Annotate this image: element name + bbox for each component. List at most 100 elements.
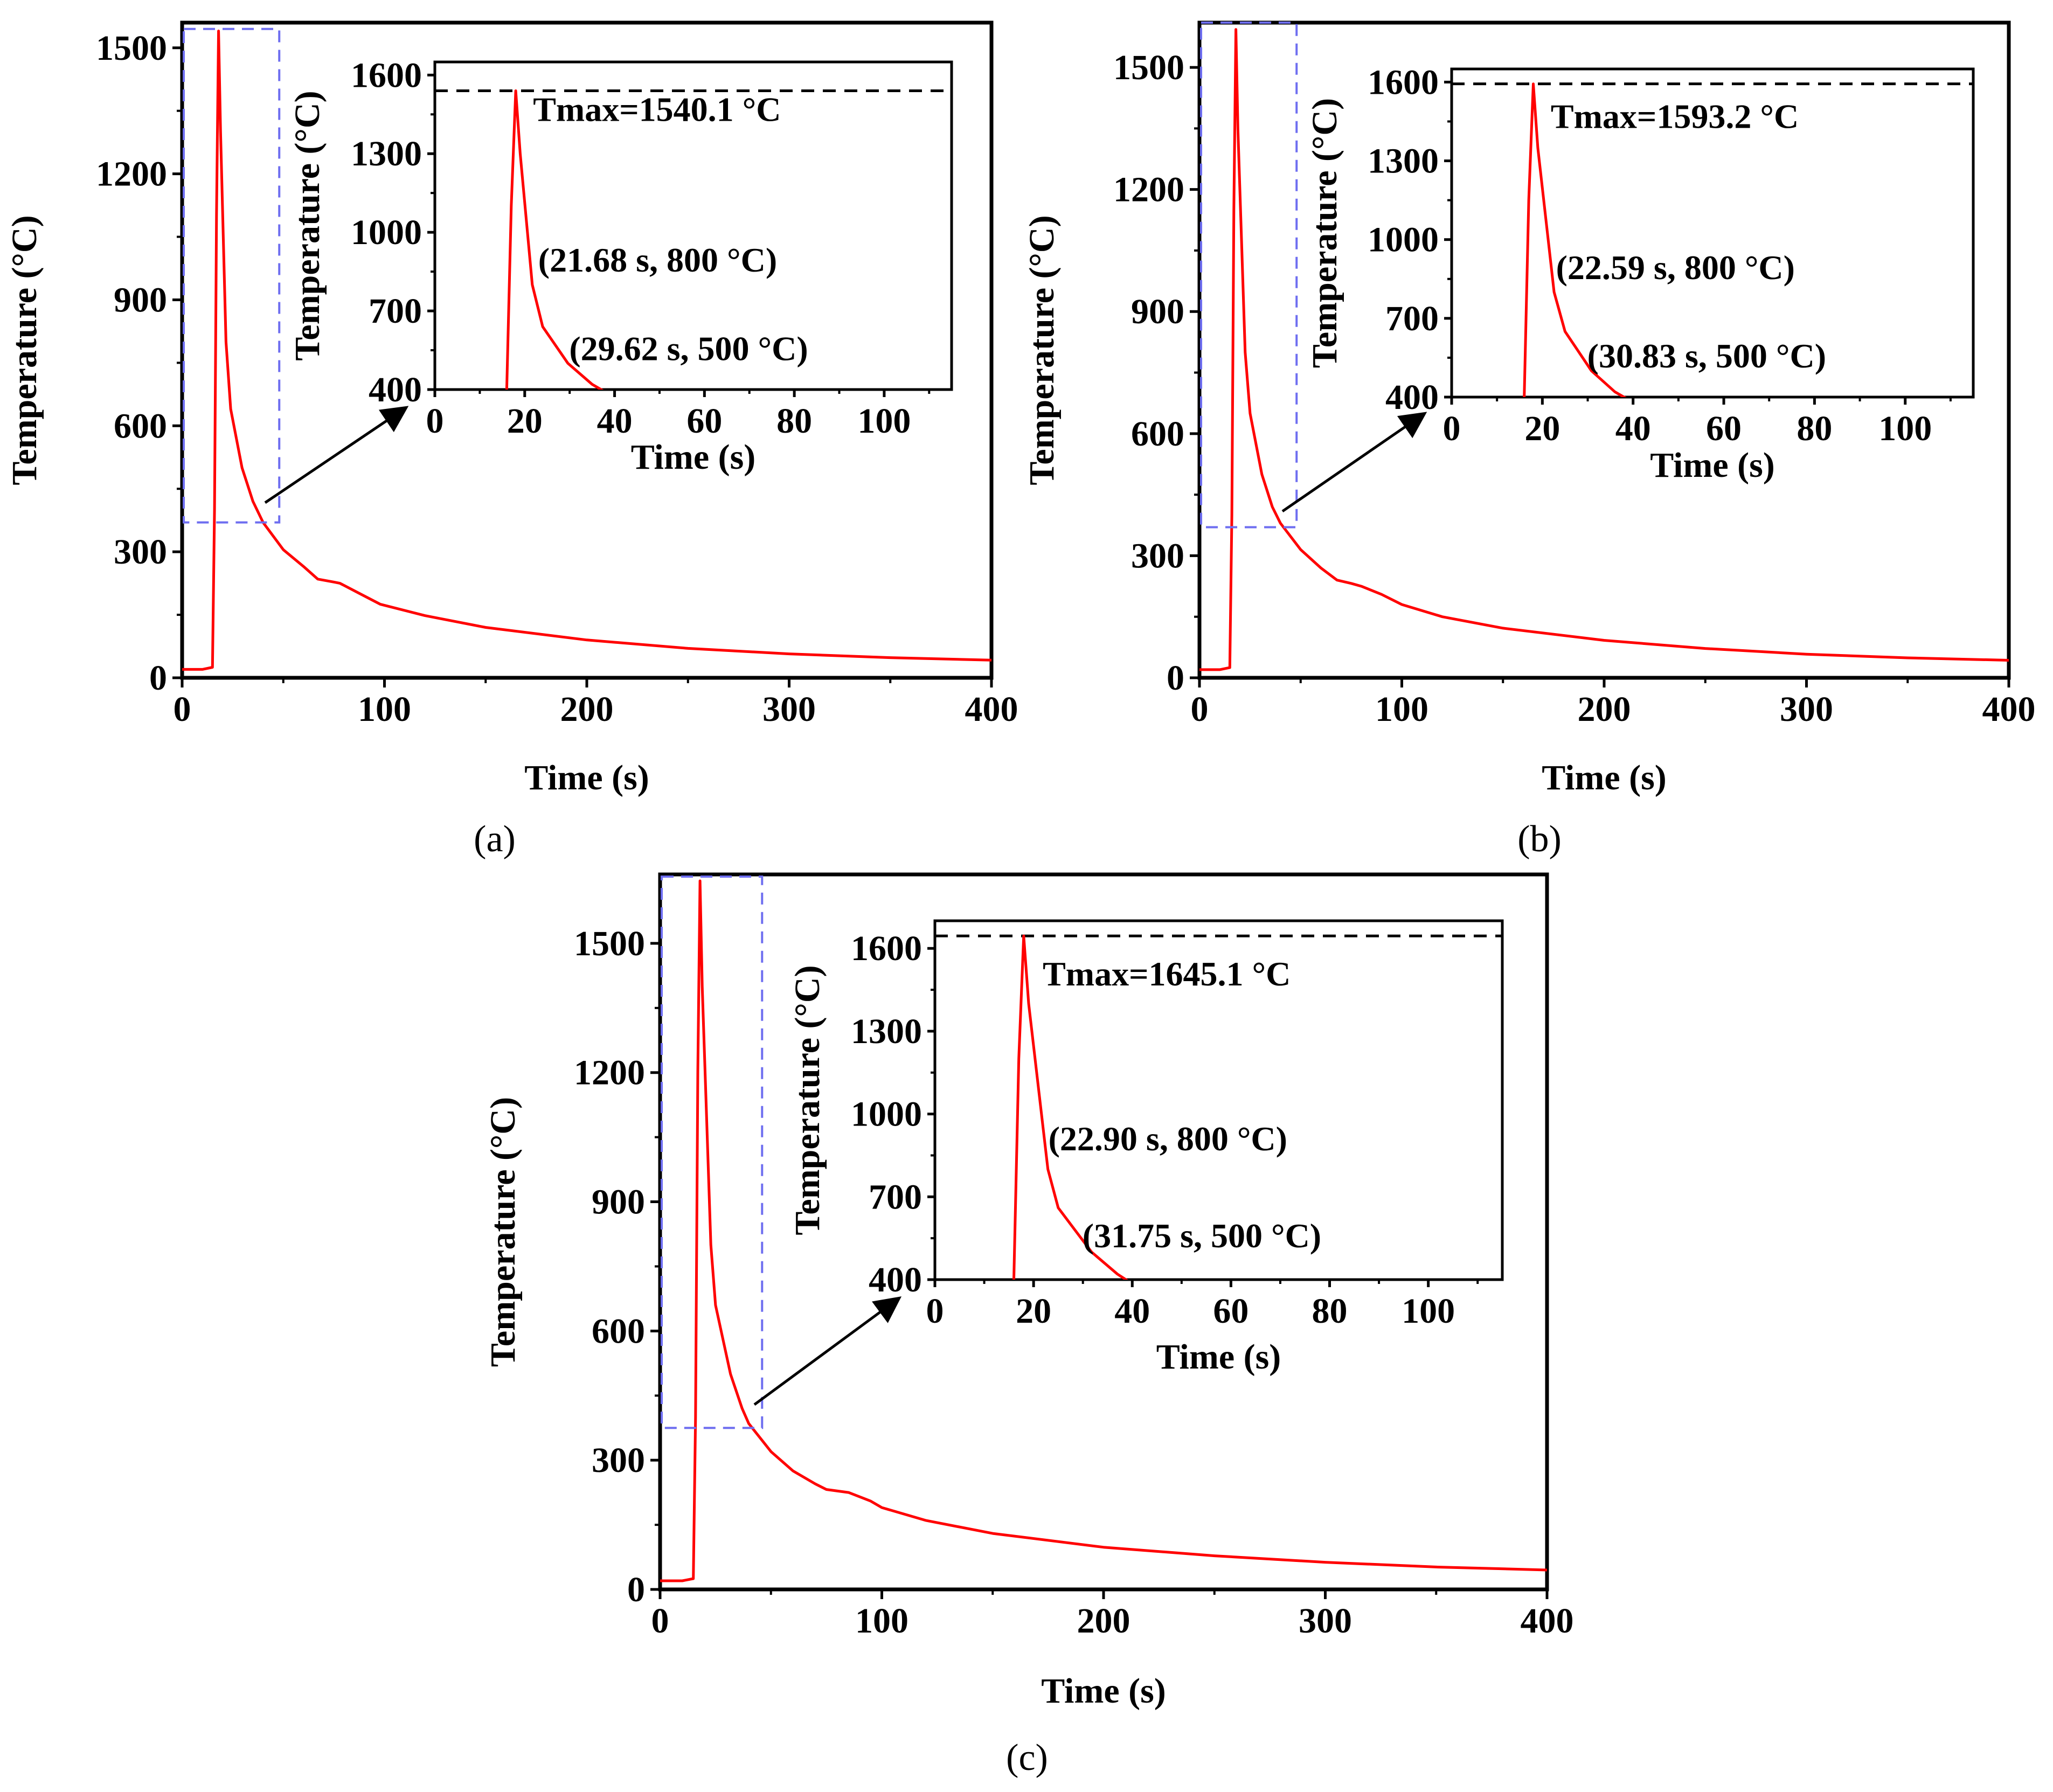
main-xtick-label: 0 xyxy=(651,1601,669,1641)
inset-xtick-label: 40 xyxy=(597,401,633,441)
inset-ytick-label: 1300 xyxy=(351,134,422,173)
inset-xtick-label: 0 xyxy=(926,1291,944,1331)
main-ytick-label: 0 xyxy=(1167,658,1184,698)
main-xtick-label: 200 xyxy=(1578,690,1631,729)
annotation-800: (21.68 s, 800 °C) xyxy=(538,241,777,279)
inset-ytick-label: 1600 xyxy=(851,929,922,968)
main-ytick-label: 900 xyxy=(592,1183,645,1222)
annotation-800: (22.90 s, 800 °C) xyxy=(1049,1120,1287,1158)
zoom-box xyxy=(661,875,764,1429)
inset-xtick-label: 100 xyxy=(857,401,911,441)
inset-ytick-label: 400 xyxy=(1385,378,1439,417)
inset-frame xyxy=(433,60,953,391)
main-ytick-label: 600 xyxy=(1131,414,1184,454)
zoom-arrow xyxy=(264,406,409,504)
inset: 0 20 40 60 80 100 400 700 1000 1300 1600 Tmax=1593.… xyxy=(1305,62,1975,485)
inset-xlabel: Time (s) xyxy=(1156,1337,1281,1377)
annotation-800: (22.59 s, 800 °C) xyxy=(1556,248,1795,287)
inset-xtick-label: 100 xyxy=(1878,409,1932,448)
main-ylabel: Temperature (°C) xyxy=(5,215,44,485)
inset-xtick-label: 100 xyxy=(1402,1291,1455,1331)
inset-ytick-label: 400 xyxy=(869,1260,922,1300)
main-ytick-label: 1200 xyxy=(1113,170,1184,210)
inset-xtick-label: 0 xyxy=(426,401,444,441)
zoom-box xyxy=(1200,22,1298,529)
main-xtick-label: 100 xyxy=(855,1601,908,1641)
main-xtick-label: 400 xyxy=(1982,690,2036,729)
main-ytick-label: 300 xyxy=(1131,536,1184,575)
inset-ytick-label: 1000 xyxy=(351,213,422,252)
inset-xtick-label: 40 xyxy=(1615,409,1651,448)
inset-xtick-label: 80 xyxy=(1312,1291,1348,1331)
main-ytick-label: 1500 xyxy=(574,924,645,963)
main-ytick-label: 1500 xyxy=(1113,48,1184,87)
main-xtick-label: 200 xyxy=(1077,1601,1130,1641)
tmax-annotation: Tmax=1540.1 °C xyxy=(533,90,781,128)
main-ytick-label: 900 xyxy=(1131,292,1184,331)
zoom-arrow xyxy=(753,1296,902,1406)
annotation-500: (30.83 s, 500 °C) xyxy=(1587,337,1826,375)
inset-ytick-label: 1000 xyxy=(1368,220,1439,260)
panel-caption: (b) xyxy=(1517,818,1562,860)
main-xtick-label: 100 xyxy=(358,690,411,729)
panel-caption: (c) xyxy=(1006,1737,1048,1779)
main-ytick-label: 300 xyxy=(592,1441,645,1480)
inset-series-line xyxy=(505,89,604,390)
main-ylabel: Temperature (°C) xyxy=(483,1097,523,1367)
inset-xtick-label: 0 xyxy=(1443,409,1461,448)
inset-ytick-label: 1300 xyxy=(851,1012,922,1051)
main-ytick-label: 1500 xyxy=(96,29,167,68)
inset-ylabel: Temperature (°C) xyxy=(288,91,327,360)
inset-ytick-label: 700 xyxy=(869,1177,922,1217)
main-xtick-label: 0 xyxy=(1191,690,1209,729)
inset-xtick-label: 20 xyxy=(1016,1291,1051,1331)
inset-ytick-label: 700 xyxy=(1385,299,1439,338)
main-ytick-label: 600 xyxy=(114,406,167,446)
panel-caption: (a) xyxy=(474,818,516,860)
inset-frame xyxy=(1450,67,1975,399)
main-xtick-label: 0 xyxy=(174,690,191,729)
inset-ylabel: Temperature (°C) xyxy=(1305,98,1344,368)
inset-ylabel: Temperature (°C) xyxy=(788,965,827,1235)
main-series-line xyxy=(660,879,1547,1582)
inset-xtick-label: 80 xyxy=(1797,409,1832,448)
main-ytick-label: 300 xyxy=(114,532,167,572)
annotation-500: (31.75 s, 500 °C) xyxy=(1083,1217,1321,1255)
zoom-box xyxy=(183,27,281,524)
inset-xtick-label: 60 xyxy=(1213,1291,1249,1331)
inset-xlabel: Time (s) xyxy=(1650,446,1775,485)
inset-ytick-label: 1600 xyxy=(1368,62,1439,102)
annotation-500: (29.62 s, 500 °C) xyxy=(569,329,808,367)
main-series-line xyxy=(1199,28,2009,671)
inset-xtick-label: 40 xyxy=(1114,1291,1150,1331)
inset-ytick-label: 1300 xyxy=(1368,142,1439,181)
inset-xtick-label: 80 xyxy=(776,401,812,441)
inset-series-line xyxy=(1012,934,1129,1280)
inset-xlabel: Time (s) xyxy=(631,437,756,477)
main-series-line xyxy=(182,30,991,671)
inset-xtick-label: 60 xyxy=(1706,409,1742,448)
inset-ytick-label: 700 xyxy=(369,291,422,331)
inset-frame xyxy=(933,919,1504,1281)
main-ytick-label: 1200 xyxy=(574,1053,645,1093)
main-xtick-label: 400 xyxy=(1521,1601,1574,1641)
inset: 0 20 40 60 80 100 400 700 1000 1300 1600 Tmax=1540.… xyxy=(288,55,953,477)
main-ytick-label: 1200 xyxy=(96,155,167,194)
inset-ytick-label: 400 xyxy=(369,370,422,409)
main-ytick-label: 0 xyxy=(149,658,167,698)
tmax-annotation: Tmax=1593.2 °C xyxy=(1551,98,1799,136)
main-xtick-label: 200 xyxy=(560,690,614,729)
inset-ytick-label: 1000 xyxy=(851,1095,922,1134)
main-ylabel: Temperature (°C) xyxy=(1022,215,1062,485)
tmax-annotation: Tmax=1645.1 °C xyxy=(1043,955,1291,993)
main-xtick-label: 100 xyxy=(1375,690,1428,729)
main-xtick-label: 300 xyxy=(1780,690,1833,729)
inset-xtick-label: 20 xyxy=(507,401,543,441)
inset-ytick-label: 1600 xyxy=(351,55,422,95)
inset-series-line xyxy=(1523,82,1627,397)
main-ytick-label: 600 xyxy=(592,1311,645,1351)
